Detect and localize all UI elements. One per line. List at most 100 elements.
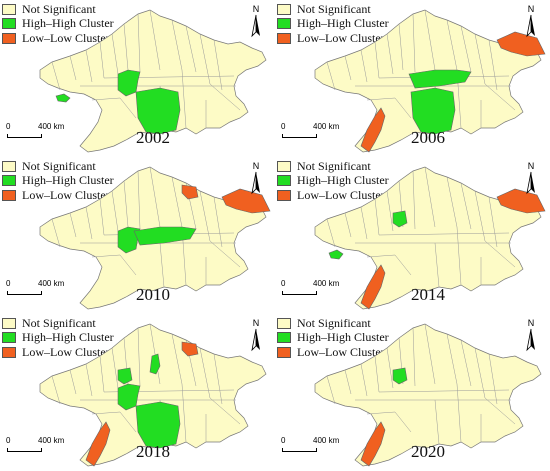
- high-high-region-north-west-small: [55, 93, 71, 103]
- legend-item-not-significant: Not Significant: [277, 2, 389, 17]
- region-border: [69, 55, 77, 81]
- legend-swatch: [2, 346, 16, 358]
- legend-label: Low–Low Cluster: [22, 344, 110, 359]
- legend-swatch: [2, 317, 16, 329]
- legend-item-not-significant: Not Significant: [277, 159, 389, 174]
- region-map: [39, 166, 271, 310]
- region-border: [213, 196, 223, 248]
- region-border: [488, 196, 498, 248]
- legend-item-low-low: Low–Low Cluster: [277, 188, 389, 203]
- scale-zero: 0: [281, 436, 286, 445]
- region-border: [209, 83, 241, 111]
- high-high-region-north-east-small: [149, 353, 161, 375]
- high-high-region-central-south: [135, 401, 181, 449]
- region-border: [85, 49, 93, 83]
- legend-swatch: [2, 189, 16, 201]
- north-arrow-icon: N: [526, 318, 535, 352]
- region-border: [326, 61, 336, 91]
- map-panel-2018: Not Significant High–High Cluster Low–Lo…: [0, 314, 275, 471]
- region-border: [412, 13, 416, 73]
- region-border: [69, 212, 77, 238]
- region-border: [374, 41, 380, 79]
- region-border: [484, 397, 516, 425]
- panel-year: 2010: [136, 285, 170, 304]
- region-border: [119, 97, 137, 119]
- low-low-region-east-far: [496, 31, 546, 57]
- legend-item-high-high: High–High Cluster: [277, 330, 389, 346]
- region-border: [484, 83, 516, 111]
- legend-swatch: [277, 160, 291, 172]
- north-arrow-icon: N: [251, 4, 260, 38]
- scale-zero: 0: [281, 122, 286, 131]
- legend-item-high-high: High–High Cluster: [277, 173, 389, 189]
- region-border: [412, 170, 416, 230]
- legend-label: Low–Low Cluster: [297, 30, 385, 45]
- region-border: [123, 23, 129, 71]
- region-border: [326, 218, 336, 248]
- region-border: [446, 19, 458, 71]
- scale-zero: 0: [6, 279, 11, 288]
- region-border: [378, 389, 510, 393]
- scale-line: [282, 448, 317, 452]
- region-border: [199, 33, 211, 85]
- legend-label: High–High Cluster: [22, 16, 114, 31]
- region-border: [460, 25, 472, 73]
- region-border: [111, 347, 119, 389]
- legend-swatch: [2, 3, 16, 15]
- high-high-region-central-north: [117, 69, 141, 97]
- legend-label: Not Significant: [22, 1, 96, 16]
- region-border: [378, 232, 510, 236]
- panel-year: 2020: [411, 442, 445, 461]
- low-low-region-south-west: [360, 421, 386, 467]
- legend-item-high-high: High–High Cluster: [2, 330, 114, 346]
- legend-swatch: [2, 332, 16, 344]
- region-border: [149, 323, 161, 385]
- region-border: [99, 198, 105, 236]
- region-border: [181, 69, 187, 129]
- region-border: [149, 9, 161, 71]
- scale-distance: 400 km: [313, 122, 340, 131]
- region-border: [366, 254, 396, 258]
- north-label: N: [528, 318, 535, 328]
- region-border: [51, 218, 61, 248]
- legend-swatch: [277, 332, 291, 344]
- region-border: [474, 347, 486, 399]
- region-border: [412, 327, 416, 387]
- high-high-region-north-central-small: [392, 210, 408, 228]
- north-arrow-icon: N: [251, 318, 260, 352]
- scale-distance: 400 km: [313, 436, 340, 445]
- region-border: [344, 369, 352, 395]
- scale-bar: 0 400 km: [281, 436, 351, 456]
- legend-swatch: [277, 32, 291, 44]
- low-low-region-south-west: [360, 264, 386, 310]
- region-border: [460, 339, 472, 387]
- region-border: [394, 254, 412, 276]
- region-border: [424, 9, 436, 71]
- panel-year: 2006: [411, 128, 445, 147]
- region-border: [394, 411, 412, 433]
- legend-label: Not Significant: [22, 315, 96, 330]
- region-border: [456, 383, 462, 443]
- legend-label: Low–Low Cluster: [22, 30, 110, 45]
- map-panel-2014: Not Significant High–High Cluster Low–Lo…: [275, 157, 550, 314]
- scale-line: [282, 291, 317, 295]
- north-label: N: [253, 4, 260, 14]
- legend-swatch: [277, 346, 291, 358]
- scale-line: [7, 448, 42, 452]
- low-low-region-east-far: [496, 188, 546, 214]
- legend-swatch: [2, 18, 16, 30]
- scale-bar: 0 400 km: [6, 122, 76, 142]
- region-border: [326, 375, 336, 405]
- high-high-region-central-north: [117, 226, 141, 254]
- legend-swatch: [277, 317, 291, 329]
- north-arrow-icon: N: [251, 161, 260, 195]
- region-border: [386, 33, 394, 75]
- region-border: [424, 166, 436, 228]
- scale-distance: 400 km: [313, 279, 340, 288]
- legend-item-low-low: Low–Low Cluster: [2, 188, 114, 203]
- legend-item-high-high: High–High Cluster: [2, 16, 114, 32]
- map-panel-2010: Not Significant High–High Cluster Low–Lo…: [0, 157, 275, 314]
- region-border: [209, 397, 241, 425]
- region-border: [488, 39, 498, 91]
- region-border: [69, 369, 77, 395]
